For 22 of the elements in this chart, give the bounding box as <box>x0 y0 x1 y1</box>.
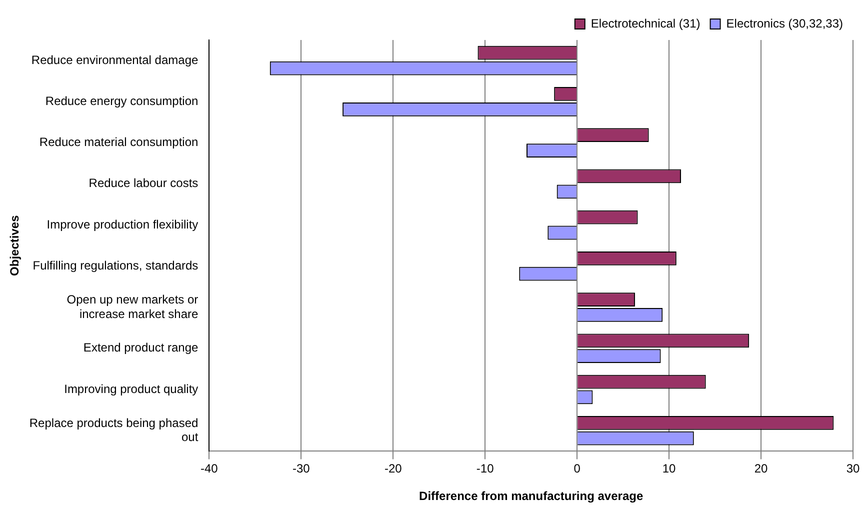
y-tick-label: Reduce labour costs <box>88 176 198 190</box>
x-tick-label: 10 <box>662 462 676 476</box>
x-tick-label: 20 <box>754 462 768 476</box>
x-tick-label: -30 <box>292 462 310 476</box>
legend-label: Electronics (30,32,33) <box>726 16 844 30</box>
y-tick-label: Improving product quality <box>64 382 198 396</box>
y-axis-title: Objectives <box>8 214 22 276</box>
y-tick-label: Replace products being phased out <box>29 416 199 444</box>
y-tick-label: Extend product range <box>83 340 199 355</box>
y-tick-label: Fulfilling regulations, standards <box>32 258 198 272</box>
y-tick-label: Reduce material consumption <box>39 135 198 150</box>
legend-label: Electrotechnical (31) <box>590 16 700 30</box>
x-tick-label: -10 <box>476 462 494 476</box>
x-tick-label: -40 <box>200 462 218 476</box>
x-axis-title: Difference from manufacturing average <box>419 489 644 504</box>
x-tick-label: -20 <box>384 462 402 476</box>
y-tick-label: Reduce energy consumption <box>45 94 198 108</box>
x-tick-label: 0 <box>574 462 581 476</box>
x-tick-label: 30 <box>846 462 860 476</box>
y-tick-label: Open up new markets or increase market share <box>66 292 199 321</box>
y-tick-label: Improve production flexibility <box>46 217 198 232</box>
y-tick-label: Reduce environmental damage <box>31 52 198 67</box>
